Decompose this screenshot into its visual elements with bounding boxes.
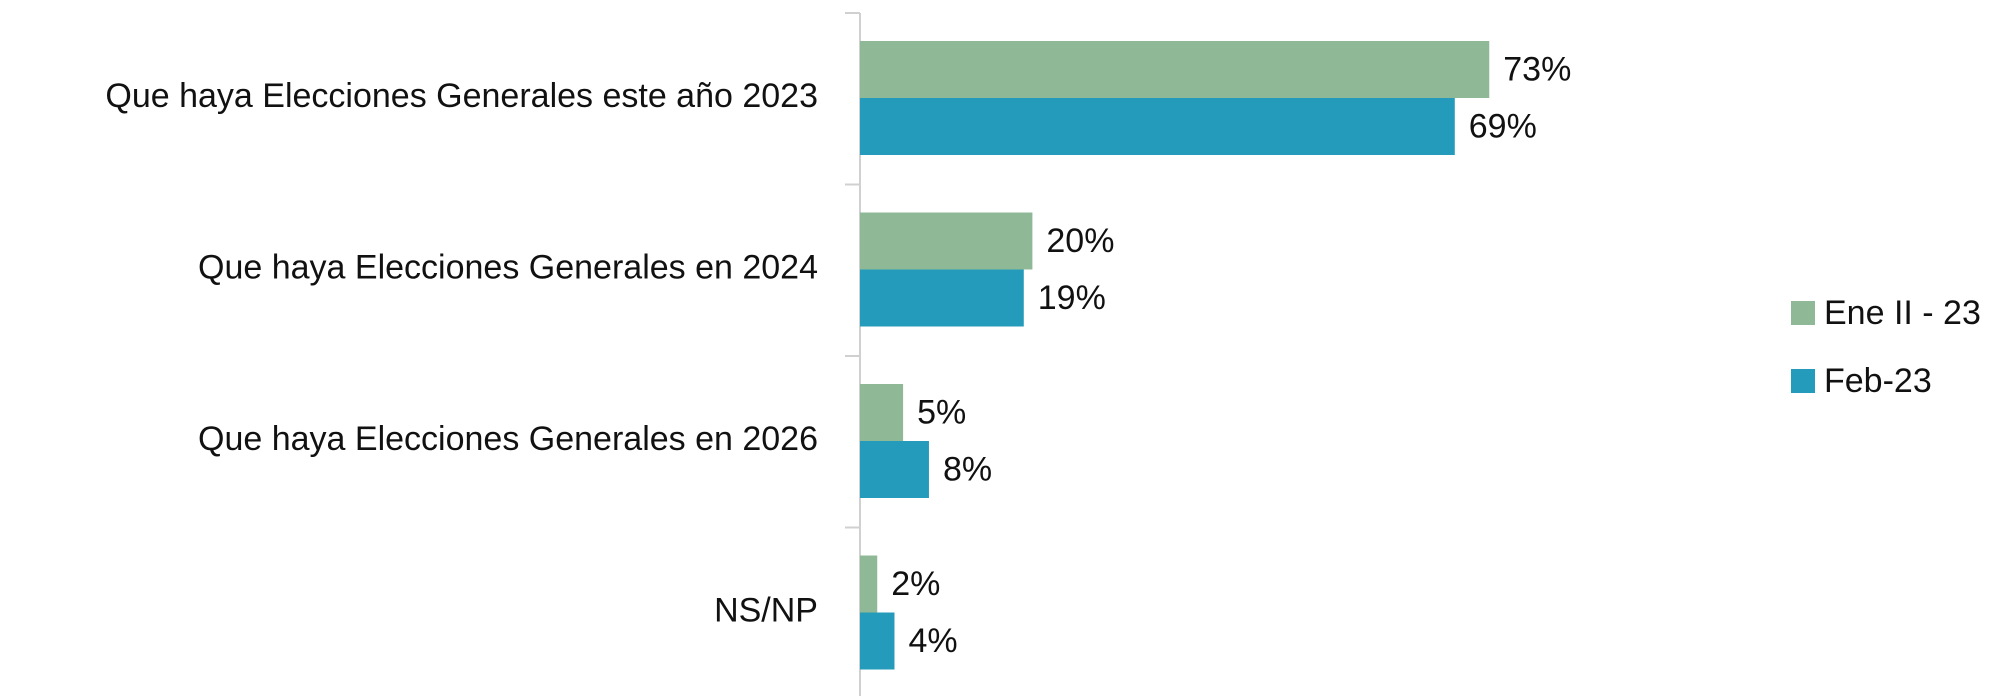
value-label: 69%: [1469, 107, 1537, 145]
category-label: Que haya Elecciones Generales en 2026: [198, 420, 818, 458]
legend-label: Feb-23: [1824, 362, 1932, 400]
value-label: 20%: [1046, 222, 1114, 260]
value-label: 73%: [1503, 50, 1571, 88]
value-label: 5%: [917, 393, 966, 431]
value-label: 4%: [908, 622, 957, 660]
category-label: NS/NP: [714, 591, 818, 629]
value-label: 2%: [891, 565, 940, 603]
bar: [860, 441, 929, 498]
bar: [860, 212, 1033, 270]
bar: [860, 269, 1024, 327]
legend-swatch: [1791, 369, 1815, 393]
bar: [860, 98, 1455, 155]
value-label: 19%: [1038, 279, 1106, 317]
category-label: Que haya Elecciones Generales en 2024: [198, 248, 818, 286]
bar: [860, 555, 878, 613]
value-label: 8%: [943, 450, 992, 488]
legend-swatch: [1791, 301, 1815, 325]
bar: [860, 612, 895, 670]
category-label: Que haya Elecciones Generales este año 2…: [105, 77, 818, 115]
bar: [860, 41, 1490, 98]
legend-label: Ene II - 23: [1824, 294, 1981, 332]
bar: [860, 384, 904, 441]
